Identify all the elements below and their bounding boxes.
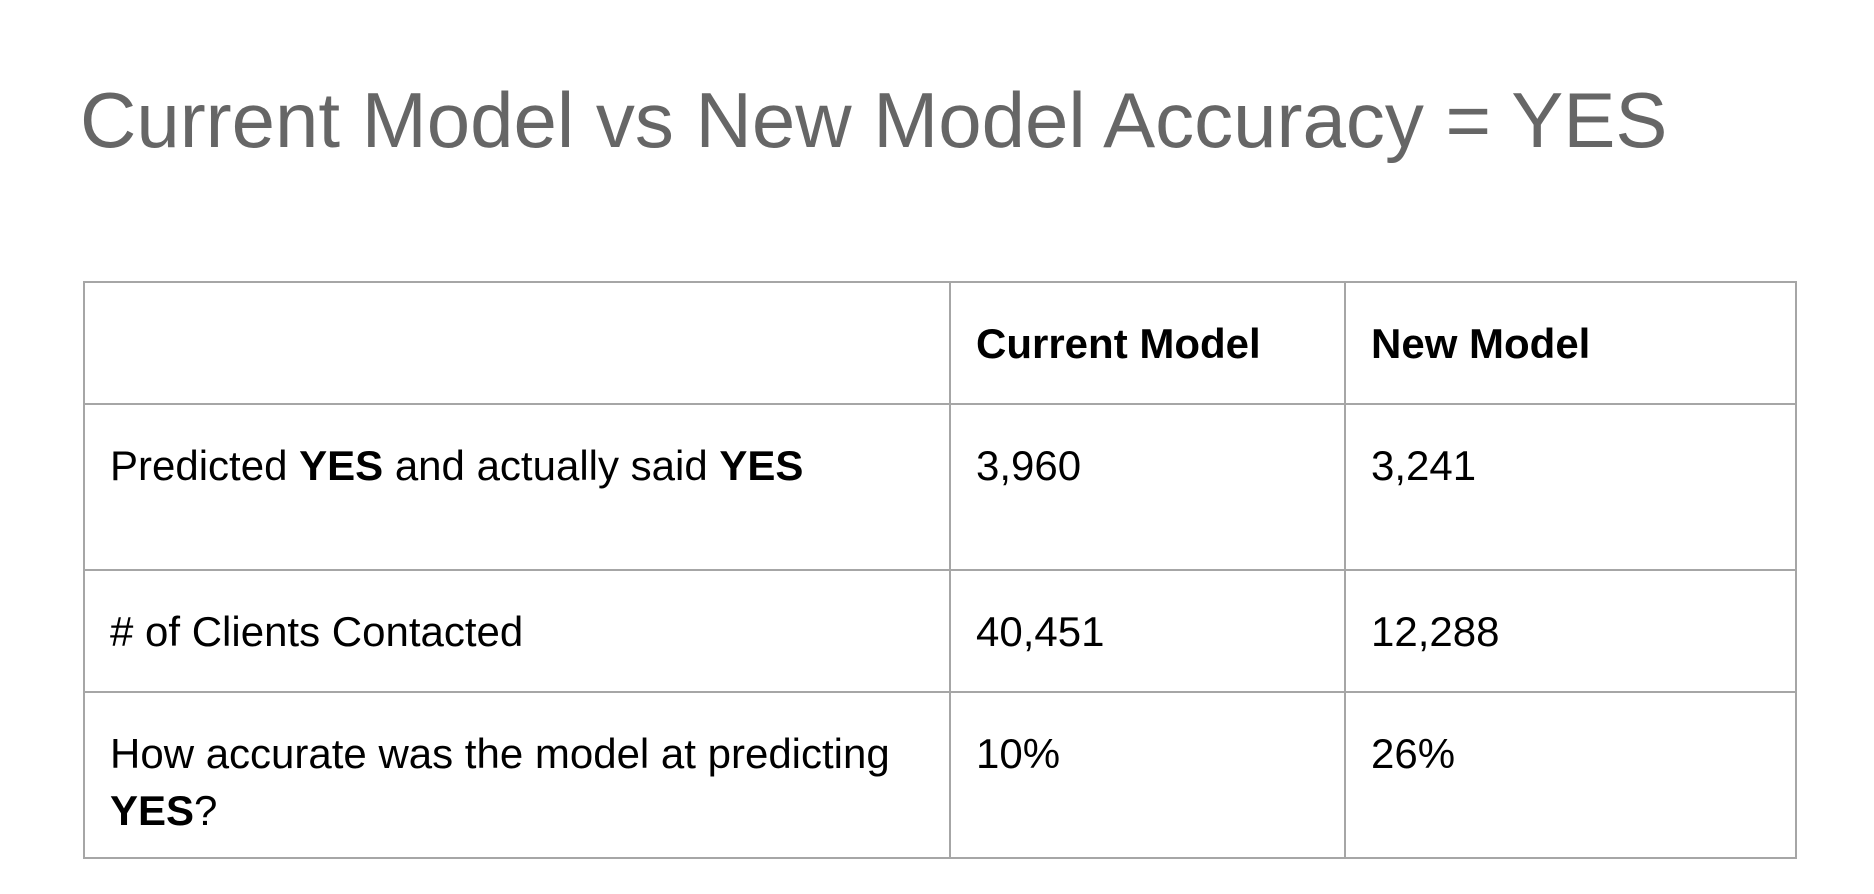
header-new-model: New Model bbox=[1344, 281, 1797, 405]
cell-current-clients-contacted: 40,451 bbox=[949, 569, 1346, 693]
table-row: Predicted YES and actually said YES 3,96… bbox=[83, 403, 1797, 571]
cell-new-clients-contacted: 12,288 bbox=[1344, 569, 1797, 693]
slide-title: Current Model vs New Model Accuracy = YE… bbox=[80, 76, 1668, 164]
table-header-row: Current Model New Model bbox=[83, 281, 1797, 405]
header-current-model: Current Model bbox=[949, 281, 1346, 405]
row-label-accuracy: How accurate was the model at predicting… bbox=[83, 691, 951, 859]
row-label-clients-contacted: # of Clients Contacted bbox=[83, 569, 951, 693]
header-corner-cell bbox=[83, 281, 951, 405]
cell-new-accuracy: 26% bbox=[1344, 691, 1797, 859]
table-row: How accurate was the model at predicting… bbox=[83, 691, 1797, 859]
cell-current-accuracy: 10% bbox=[949, 691, 1346, 859]
comparison-table: Current Model New Model Predicted YES an… bbox=[83, 281, 1797, 859]
cell-current-predicted-yes: 3,960 bbox=[949, 403, 1346, 571]
cell-new-predicted-yes: 3,241 bbox=[1344, 403, 1797, 571]
table-row: # of Clients Contacted 40,451 12,288 bbox=[83, 569, 1797, 693]
row-label-predicted-yes: Predicted YES and actually said YES bbox=[83, 403, 951, 571]
